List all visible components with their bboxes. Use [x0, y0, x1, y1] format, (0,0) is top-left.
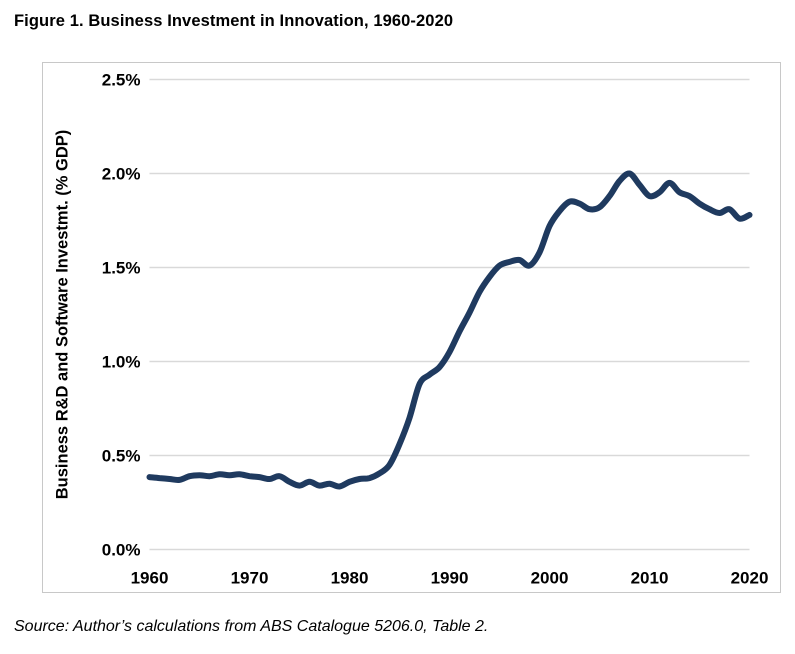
x-tick-label: 2020 — [731, 569, 769, 588]
y-axis-tick-labels: 0.0% 0.5% 1.0% 1.5% 2.0% 2.5% — [102, 71, 141, 560]
y-tick-label: 1.5% — [102, 259, 141, 278]
x-tick-label: 2000 — [531, 569, 569, 588]
x-tick-label: 1990 — [431, 569, 469, 588]
y-tick-label: 2.0% — [102, 165, 141, 184]
gridlines-group — [149, 78, 750, 551]
source-note: Source: Author’s calculations from ABS C… — [14, 618, 489, 635]
figure-title: Figure 1. Business Investment in Innovat… — [14, 12, 454, 30]
data-series-line — [146, 170, 753, 490]
chart-frame: 0.0% 0.5% 1.0% 1.5% 2.0% 2.5% 1960 1970 1980 199… — [42, 62, 781, 593]
y-tick-label: 2.5% — [102, 71, 141, 90]
y-tick-label: 0.0% — [102, 541, 141, 560]
x-axis-tick-labels: 1960 1970 1980 1990 2000 2010 2020 — [131, 569, 769, 588]
y-tick-label: 1.0% — [102, 353, 141, 372]
x-tick-label: 1970 — [231, 569, 269, 588]
x-tick-label: 1980 — [331, 569, 369, 588]
x-tick-label: 2010 — [631, 569, 669, 588]
y-tick-label: 0.5% — [102, 447, 141, 466]
y-axis-title: Business R&D and Software Investmt. (% G… — [54, 130, 72, 500]
line-chart: 0.0% 0.5% 1.0% 1.5% 2.0% 2.5% 1960 1970 1980 199… — [54, 71, 769, 588]
x-tick-label: 1960 — [131, 569, 169, 588]
